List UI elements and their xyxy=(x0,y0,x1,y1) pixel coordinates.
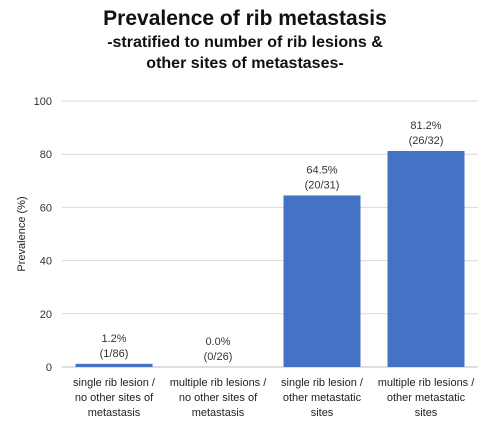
y-tick-label: 20 xyxy=(40,309,52,321)
y-tick-label: 40 xyxy=(40,256,52,268)
title-block: Prevalence of rib metastasis -stratified… xyxy=(0,6,490,74)
category-label: single rib lesion / xyxy=(73,377,156,389)
chart-subtitle-line-1: -stratified to number of rib lesions & xyxy=(107,34,383,51)
y-tick-label: 100 xyxy=(34,96,52,108)
y-tick-label: 0 xyxy=(46,362,52,374)
category-label: other metastatic xyxy=(283,392,362,404)
data-label: (26/32) xyxy=(409,135,444,147)
category-label: single rib lesion / xyxy=(281,377,364,389)
bar xyxy=(387,151,465,367)
category-label: no other sites of xyxy=(179,392,258,404)
data-label: 81.2% xyxy=(410,120,441,132)
category-label: metastasis xyxy=(192,407,245,419)
category-label: metastasis xyxy=(88,407,141,419)
category-label: sites xyxy=(311,407,334,419)
category-label: other metastatic xyxy=(387,392,466,404)
data-label: (0/26) xyxy=(204,351,233,363)
chart-subtitle-line-2: other sites of metastases- xyxy=(146,55,344,72)
category-label: no other sites of xyxy=(75,392,154,404)
bar xyxy=(75,363,153,367)
y-tick-label: 60 xyxy=(40,202,52,214)
category-label: sites xyxy=(415,407,438,419)
data-label: 0.0% xyxy=(205,336,230,348)
category-label: multiple rib lesions / xyxy=(170,377,268,389)
y-tick-label: 80 xyxy=(40,149,52,161)
data-label: 1.2% xyxy=(101,333,126,345)
data-label: (1/86) xyxy=(100,348,129,360)
category-label: multiple rib lesions / xyxy=(378,377,476,389)
y-axis-label: Prevalence (%) xyxy=(16,196,28,271)
data-label: (20/31) xyxy=(305,179,340,191)
data-label: 64.5% xyxy=(306,164,337,176)
chart-title: Prevalence of rib metastasis xyxy=(103,7,387,30)
bar xyxy=(283,195,361,367)
